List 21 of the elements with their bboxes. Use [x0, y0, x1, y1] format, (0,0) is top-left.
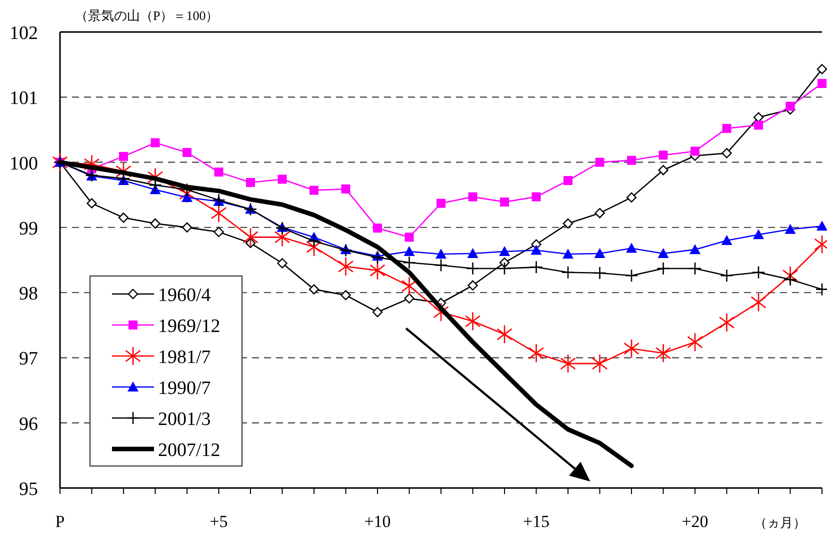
legend-label: 1969/12	[158, 316, 220, 337]
x-tick-label: +5	[210, 512, 228, 531]
y-axis-title: （景気の山（P）＝100）	[75, 8, 219, 23]
legend-label: 1960/4	[158, 285, 212, 306]
legend-label: 1981/7	[158, 347, 211, 368]
legend-label: 2007/12	[158, 440, 220, 461]
y-tick-label: 97	[19, 348, 38, 370]
legend-label: 1990/7	[158, 378, 211, 399]
y-tick-label: 101	[10, 88, 38, 110]
x-tick-label: +10	[364, 512, 391, 531]
x-axis-title: （ヵ月）	[754, 515, 806, 530]
y-tick-label: 95	[19, 479, 38, 500]
y-tick-label: 96	[19, 414, 38, 435]
legend-label: 2001/3	[158, 409, 211, 430]
x-tick-label: +20	[682, 512, 708, 531]
y-tick-label: 98	[19, 284, 38, 305]
y-tick-label: 102	[10, 23, 38, 44]
y-tick-label: 99	[19, 218, 38, 240]
y-tick-label: 100	[10, 153, 38, 174]
x-tick-label: +15	[522, 512, 550, 531]
x-tick-label: P	[55, 512, 65, 531]
